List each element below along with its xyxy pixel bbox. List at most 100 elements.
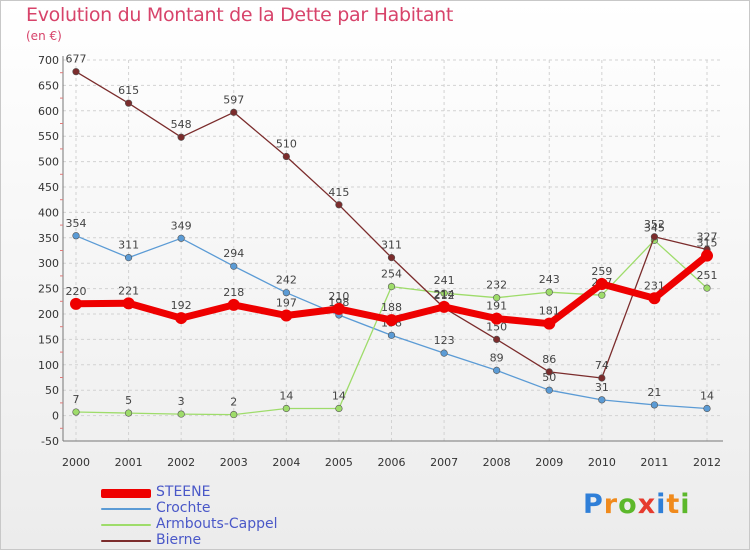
- legend-swatch-steene: [101, 489, 151, 498]
- data-label-crochte: 198: [328, 296, 349, 309]
- x-tick-label: 2002: [167, 456, 195, 469]
- data-point-steene: [543, 317, 556, 330]
- data-label-armbouts-cappel: 5: [125, 394, 132, 407]
- x-tick-label: 2011: [640, 456, 668, 469]
- y-tick-label: 700: [38, 54, 59, 67]
- data-label-bierne: 615: [118, 84, 139, 97]
- data-label-armbouts-cappel: 2: [230, 396, 237, 409]
- y-tick-label: 50: [45, 384, 59, 397]
- data-point-armbouts-cappel: [124, 409, 133, 417]
- data-label-steene: 221: [118, 284, 139, 297]
- data-point-armbouts-cappel: [282, 404, 290, 413]
- data-label-bierne: 415: [328, 186, 349, 199]
- data-label-bierne: 311: [381, 239, 402, 252]
- x-tick-label: 2000: [62, 456, 90, 469]
- x-tick-label: 2003: [220, 456, 248, 469]
- data-point-armbouts-cappel: [387, 282, 396, 291]
- data-label-steene: 192: [171, 299, 192, 312]
- y-tick-label: 250: [38, 283, 59, 296]
- data-point-crochte: [177, 234, 185, 242]
- y-tick-label: 600: [38, 105, 59, 118]
- legend-label-steene: STEENE: [156, 484, 211, 500]
- data-label-steene: 315: [697, 237, 718, 250]
- data-point-steene: [595, 278, 608, 291]
- data-label-steene: 181: [539, 305, 560, 318]
- data-point-bierne: [177, 133, 185, 141]
- data-point-steene: [332, 302, 345, 315]
- data-point-crochte: [282, 289, 290, 297]
- data-point-bierne: [650, 233, 659, 241]
- data-point-steene: [385, 314, 398, 327]
- data-label-crochte: 31: [595, 381, 609, 394]
- x-tick-label: 2005: [325, 456, 353, 469]
- data-point-crochte: [650, 401, 659, 409]
- data-label-armbouts-cappel: 345: [644, 221, 665, 234]
- data-label-bierne: 212: [434, 289, 455, 302]
- data-label-steene: 218: [223, 286, 244, 299]
- data-label-armbouts-cappel: 243: [539, 273, 560, 286]
- data-label-steene: 259: [591, 265, 612, 278]
- brand-letter: x: [637, 489, 657, 520]
- data-point-bierne: [72, 68, 80, 76]
- data-label-bierne: 74: [595, 359, 609, 372]
- data-point-armbouts-cappel: [440, 289, 448, 297]
- data-label-bierne: 597: [223, 93, 244, 106]
- data-label-steene: 214: [434, 288, 455, 301]
- data-label-bierne: 86: [542, 353, 556, 366]
- data-label-bierne: 677: [66, 53, 87, 66]
- unit-label: (en €): [26, 29, 62, 43]
- x-tick-label: 2006: [378, 456, 406, 469]
- brand-letter: o: [618, 489, 638, 520]
- data-point-crochte: [124, 254, 133, 262]
- data-label-bierne: 548: [171, 118, 192, 131]
- y-tick-label: 650: [38, 79, 59, 92]
- data-point-armbouts-cappel: [177, 410, 185, 418]
- data-label-crochte: 89: [490, 351, 504, 364]
- data-point-armbouts-cappel: [598, 291, 606, 299]
- data-label-bierne: 150: [486, 320, 507, 333]
- data-point-steene: [490, 312, 503, 325]
- data-label-crochte: 50: [542, 371, 556, 384]
- line-chart: -500501001502002503003504004505005506006…: [38, 53, 723, 469]
- x-tick-label: 2004: [272, 456, 300, 469]
- data-point-armbouts-cappel: [335, 404, 343, 413]
- data-point-steene: [175, 312, 188, 325]
- data-point-armbouts-cappel: [703, 284, 711, 292]
- data-label-armbouts-cappel: 7: [73, 393, 80, 406]
- x-tick-label: 2010: [588, 456, 616, 469]
- data-label-crochte: 21: [647, 386, 661, 399]
- data-label-steene: 197: [276, 297, 297, 310]
- data-point-crochte: [72, 232, 80, 240]
- data-label-armbouts-cappel: 14: [332, 389, 346, 402]
- data-label-bierne: 327: [697, 230, 718, 243]
- y-tick-label: 0: [52, 410, 59, 423]
- data-point-armbouts-cappel: [493, 294, 501, 302]
- y-tick-label: 100: [38, 359, 59, 372]
- data-point-crochte: [230, 262, 238, 270]
- x-tick-label: 2009: [535, 456, 563, 469]
- y-tick-label: 550: [38, 130, 59, 143]
- y-tick-label: 300: [38, 257, 59, 270]
- data-label-armbouts-cappel: 3: [178, 395, 185, 408]
- data-point-steene: [701, 249, 713, 262]
- legend-label-crochte: Crochte: [156, 500, 211, 516]
- data-point-bierne: [545, 368, 553, 376]
- data-point-bierne: [493, 335, 501, 344]
- data-label-crochte: 14: [700, 389, 714, 402]
- chart-title: Evolution du Montant de la Dette par Hab…: [26, 4, 454, 26]
- data-label-crochte: 294: [223, 247, 244, 260]
- y-tick-label: 150: [38, 333, 59, 346]
- data-point-steene: [648, 292, 661, 305]
- data-label-armbouts-cappel: 241: [434, 274, 455, 287]
- data-label-steene: 188: [381, 301, 402, 314]
- data-point-steene: [280, 309, 293, 322]
- data-label-crochte: 242: [276, 274, 297, 287]
- data-label-crochte: 123: [434, 334, 455, 347]
- data-point-armbouts-cappel: [72, 408, 80, 416]
- brand-logo: Proxiti: [583, 489, 691, 520]
- y-tick-label: 200: [38, 308, 59, 321]
- legend-label-armbouts-cappel: Armbouts-Cappel: [156, 516, 278, 532]
- data-label-armbouts-cappel: 251: [697, 269, 718, 282]
- data-point-crochte: [598, 396, 606, 404]
